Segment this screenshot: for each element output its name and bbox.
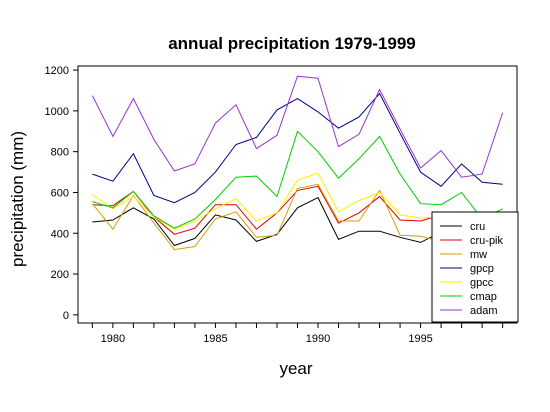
y-tick-label: 0: [63, 310, 69, 322]
x-axis: 1980 1985 1990 1995: [91, 323, 504, 345]
legend-label-cmap: cmap: [470, 291, 497, 303]
legend-label-gpcc: gpcc: [470, 277, 494, 289]
y-tick-label: 1200: [45, 65, 69, 77]
series-line-gpcp: [92, 92, 503, 204]
y-axis-label: precipitation (mm): [8, 131, 27, 267]
x-tick-label: 1995: [408, 333, 432, 345]
y-tick-label: 400: [51, 228, 69, 240]
y-tick-label: 800: [51, 147, 69, 159]
series-line-cmap: [92, 130, 503, 229]
legend-label-adam: adam: [470, 305, 498, 317]
legend: cru cru-pik mw gpcp gpcc cmap adam: [431, 211, 519, 323]
y-tick-label: 600: [51, 187, 69, 199]
legend-label-mw: mw: [470, 249, 487, 261]
legend-box: [431, 211, 519, 323]
x-tick-label: 1990: [306, 333, 330, 345]
x-tick-label: 1985: [203, 333, 227, 345]
x-axis-label: year: [279, 359, 312, 378]
x-tick-label: 1980: [101, 333, 125, 345]
series-line-adam: [91, 75, 504, 178]
chart-title: annual precipitation 1979-1999: [168, 34, 416, 53]
y-tick-label: 1000: [45, 106, 69, 118]
legend-label-cru: cru: [470, 221, 485, 233]
legend-label-cru-pik: cru-pik: [470, 235, 504, 247]
y-axis: 0 200 400 600 800 1000 1200: [45, 65, 78, 322]
y-tick-label: 200: [51, 269, 69, 281]
legend-label-gpcp: gpcp: [470, 263, 494, 275]
